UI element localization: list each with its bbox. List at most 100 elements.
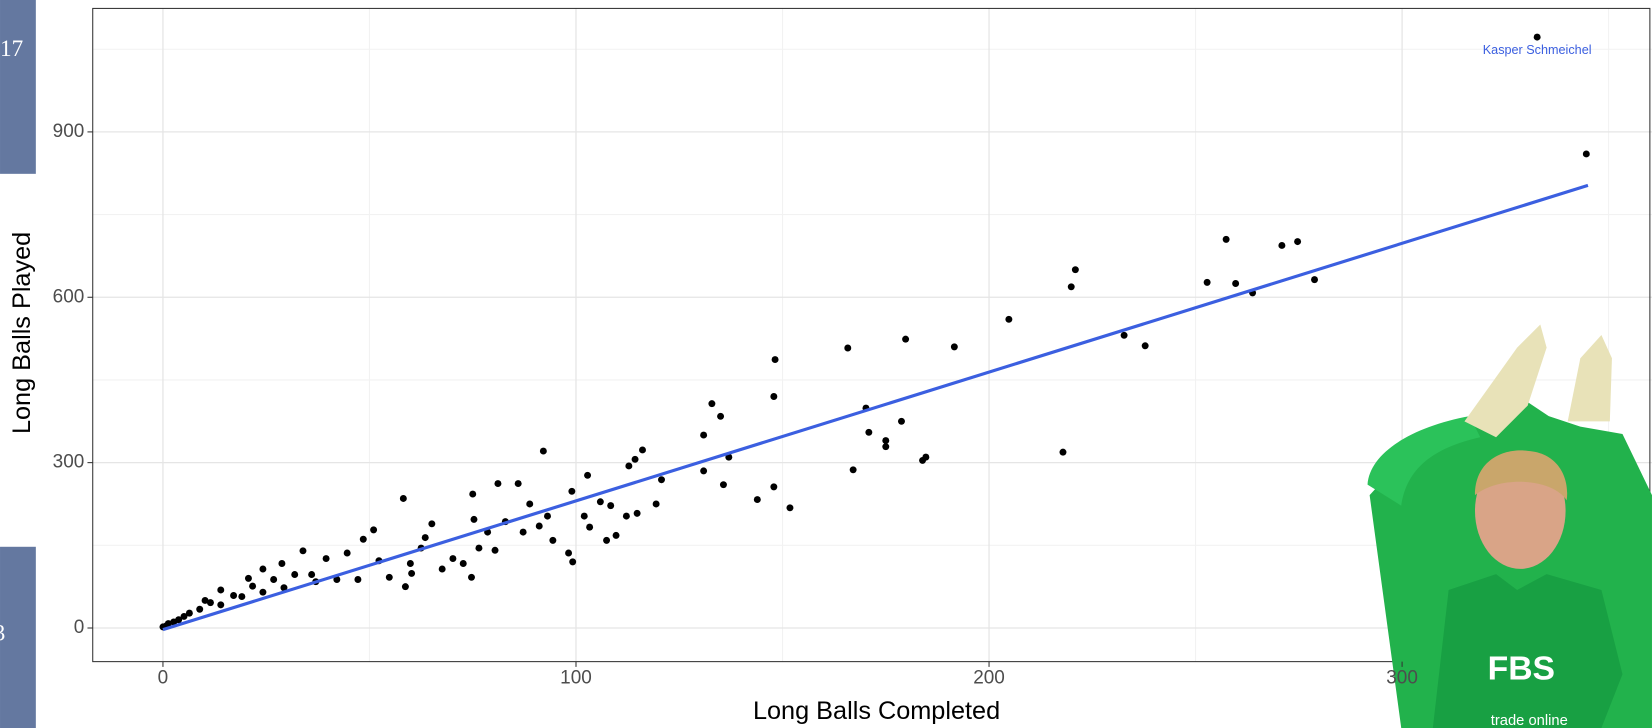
point: [1203, 278, 1211, 286]
svg-text:FBS: FBS: [1488, 650, 1555, 688]
point: [322, 555, 330, 563]
point: [603, 536, 611, 544]
point: [514, 480, 522, 488]
point: [299, 547, 307, 555]
point: [770, 483, 778, 491]
point: [196, 605, 204, 613]
point: [753, 496, 761, 504]
point: [468, 573, 475, 581]
point: [622, 512, 630, 520]
point: [238, 593, 246, 601]
point: [717, 412, 725, 420]
annotation: Kasper Schmeichel: [1483, 43, 1592, 57]
point: [535, 522, 543, 530]
x-tick-label: 300: [1386, 667, 1418, 688]
point: [565, 549, 573, 557]
point: [770, 393, 778, 400]
x-axis-title: Long Balls Completed: [753, 697, 1000, 725]
point: [633, 509, 641, 517]
x-tick-label: 200: [973, 667, 1005, 688]
point: [549, 536, 557, 544]
point: [408, 569, 416, 577]
point: [259, 588, 267, 596]
point: [569, 558, 577, 566]
x-tick-label: 0: [158, 667, 169, 688]
point: [950, 343, 958, 351]
point: [428, 520, 436, 528]
point: [201, 596, 209, 604]
point: [719, 481, 727, 489]
point: [278, 560, 286, 567]
point: [596, 498, 604, 506]
point: [469, 490, 477, 498]
point: [406, 560, 414, 567]
point: [185, 609, 193, 617]
point: [1311, 276, 1318, 284]
point: [438, 565, 446, 573]
point: [244, 574, 252, 582]
point: [652, 500, 660, 508]
point: [470, 515, 478, 523]
point: [1294, 238, 1302, 246]
point: [359, 535, 367, 543]
point: [658, 476, 665, 484]
point: [370, 526, 378, 534]
point: [354, 576, 362, 583]
point: [230, 592, 238, 599]
point: [539, 447, 547, 455]
point: [1278, 241, 1286, 249]
point: [1141, 342, 1149, 350]
point: [625, 462, 633, 470]
y-axis-title: Long Balls Played: [8, 232, 36, 434]
point: [206, 599, 214, 607]
point: [475, 544, 483, 552]
point: [385, 573, 393, 581]
point: [844, 344, 852, 352]
point: [902, 335, 910, 343]
point: [786, 504, 794, 512]
player-photo: FBS trade online: [1367, 324, 1652, 728]
trend-line: [162, 183, 1589, 632]
x-tick-label: 100: [560, 667, 592, 688]
point: [1120, 331, 1128, 339]
point: [1582, 150, 1590, 158]
point: [1533, 33, 1541, 41]
point: [280, 584, 288, 592]
point: [897, 417, 905, 425]
point: [1005, 315, 1013, 323]
point: [170, 618, 178, 626]
point: [1232, 280, 1240, 287]
point: [771, 356, 779, 364]
point: [1071, 266, 1079, 274]
point: [491, 546, 499, 554]
point: [584, 471, 592, 479]
point: [1059, 448, 1067, 456]
point: [401, 583, 409, 591]
point: [882, 443, 890, 451]
side-panel: [0, 546, 36, 728]
marks: Kasper Schmeichel: [159, 33, 1592, 632]
point: [639, 446, 646, 454]
y-tick-label: 600: [53, 286, 85, 307]
point: [399, 494, 407, 502]
point: [568, 487, 576, 495]
side-text: 17: [0, 36, 23, 62]
point: [249, 582, 257, 590]
point: [526, 500, 534, 508]
point: [586, 523, 594, 531]
point: [607, 502, 615, 510]
point: [259, 565, 267, 573]
point: [217, 601, 225, 609]
point: [631, 455, 639, 463]
side-text: 3: [0, 621, 5, 647]
point: [544, 512, 551, 520]
point: [459, 560, 467, 567]
point: [919, 456, 927, 464]
y-tick-label: 300: [53, 452, 85, 473]
y-tick-label: 900: [53, 121, 85, 142]
point: [421, 534, 429, 542]
point: [708, 400, 716, 408]
point: [700, 431, 708, 439]
